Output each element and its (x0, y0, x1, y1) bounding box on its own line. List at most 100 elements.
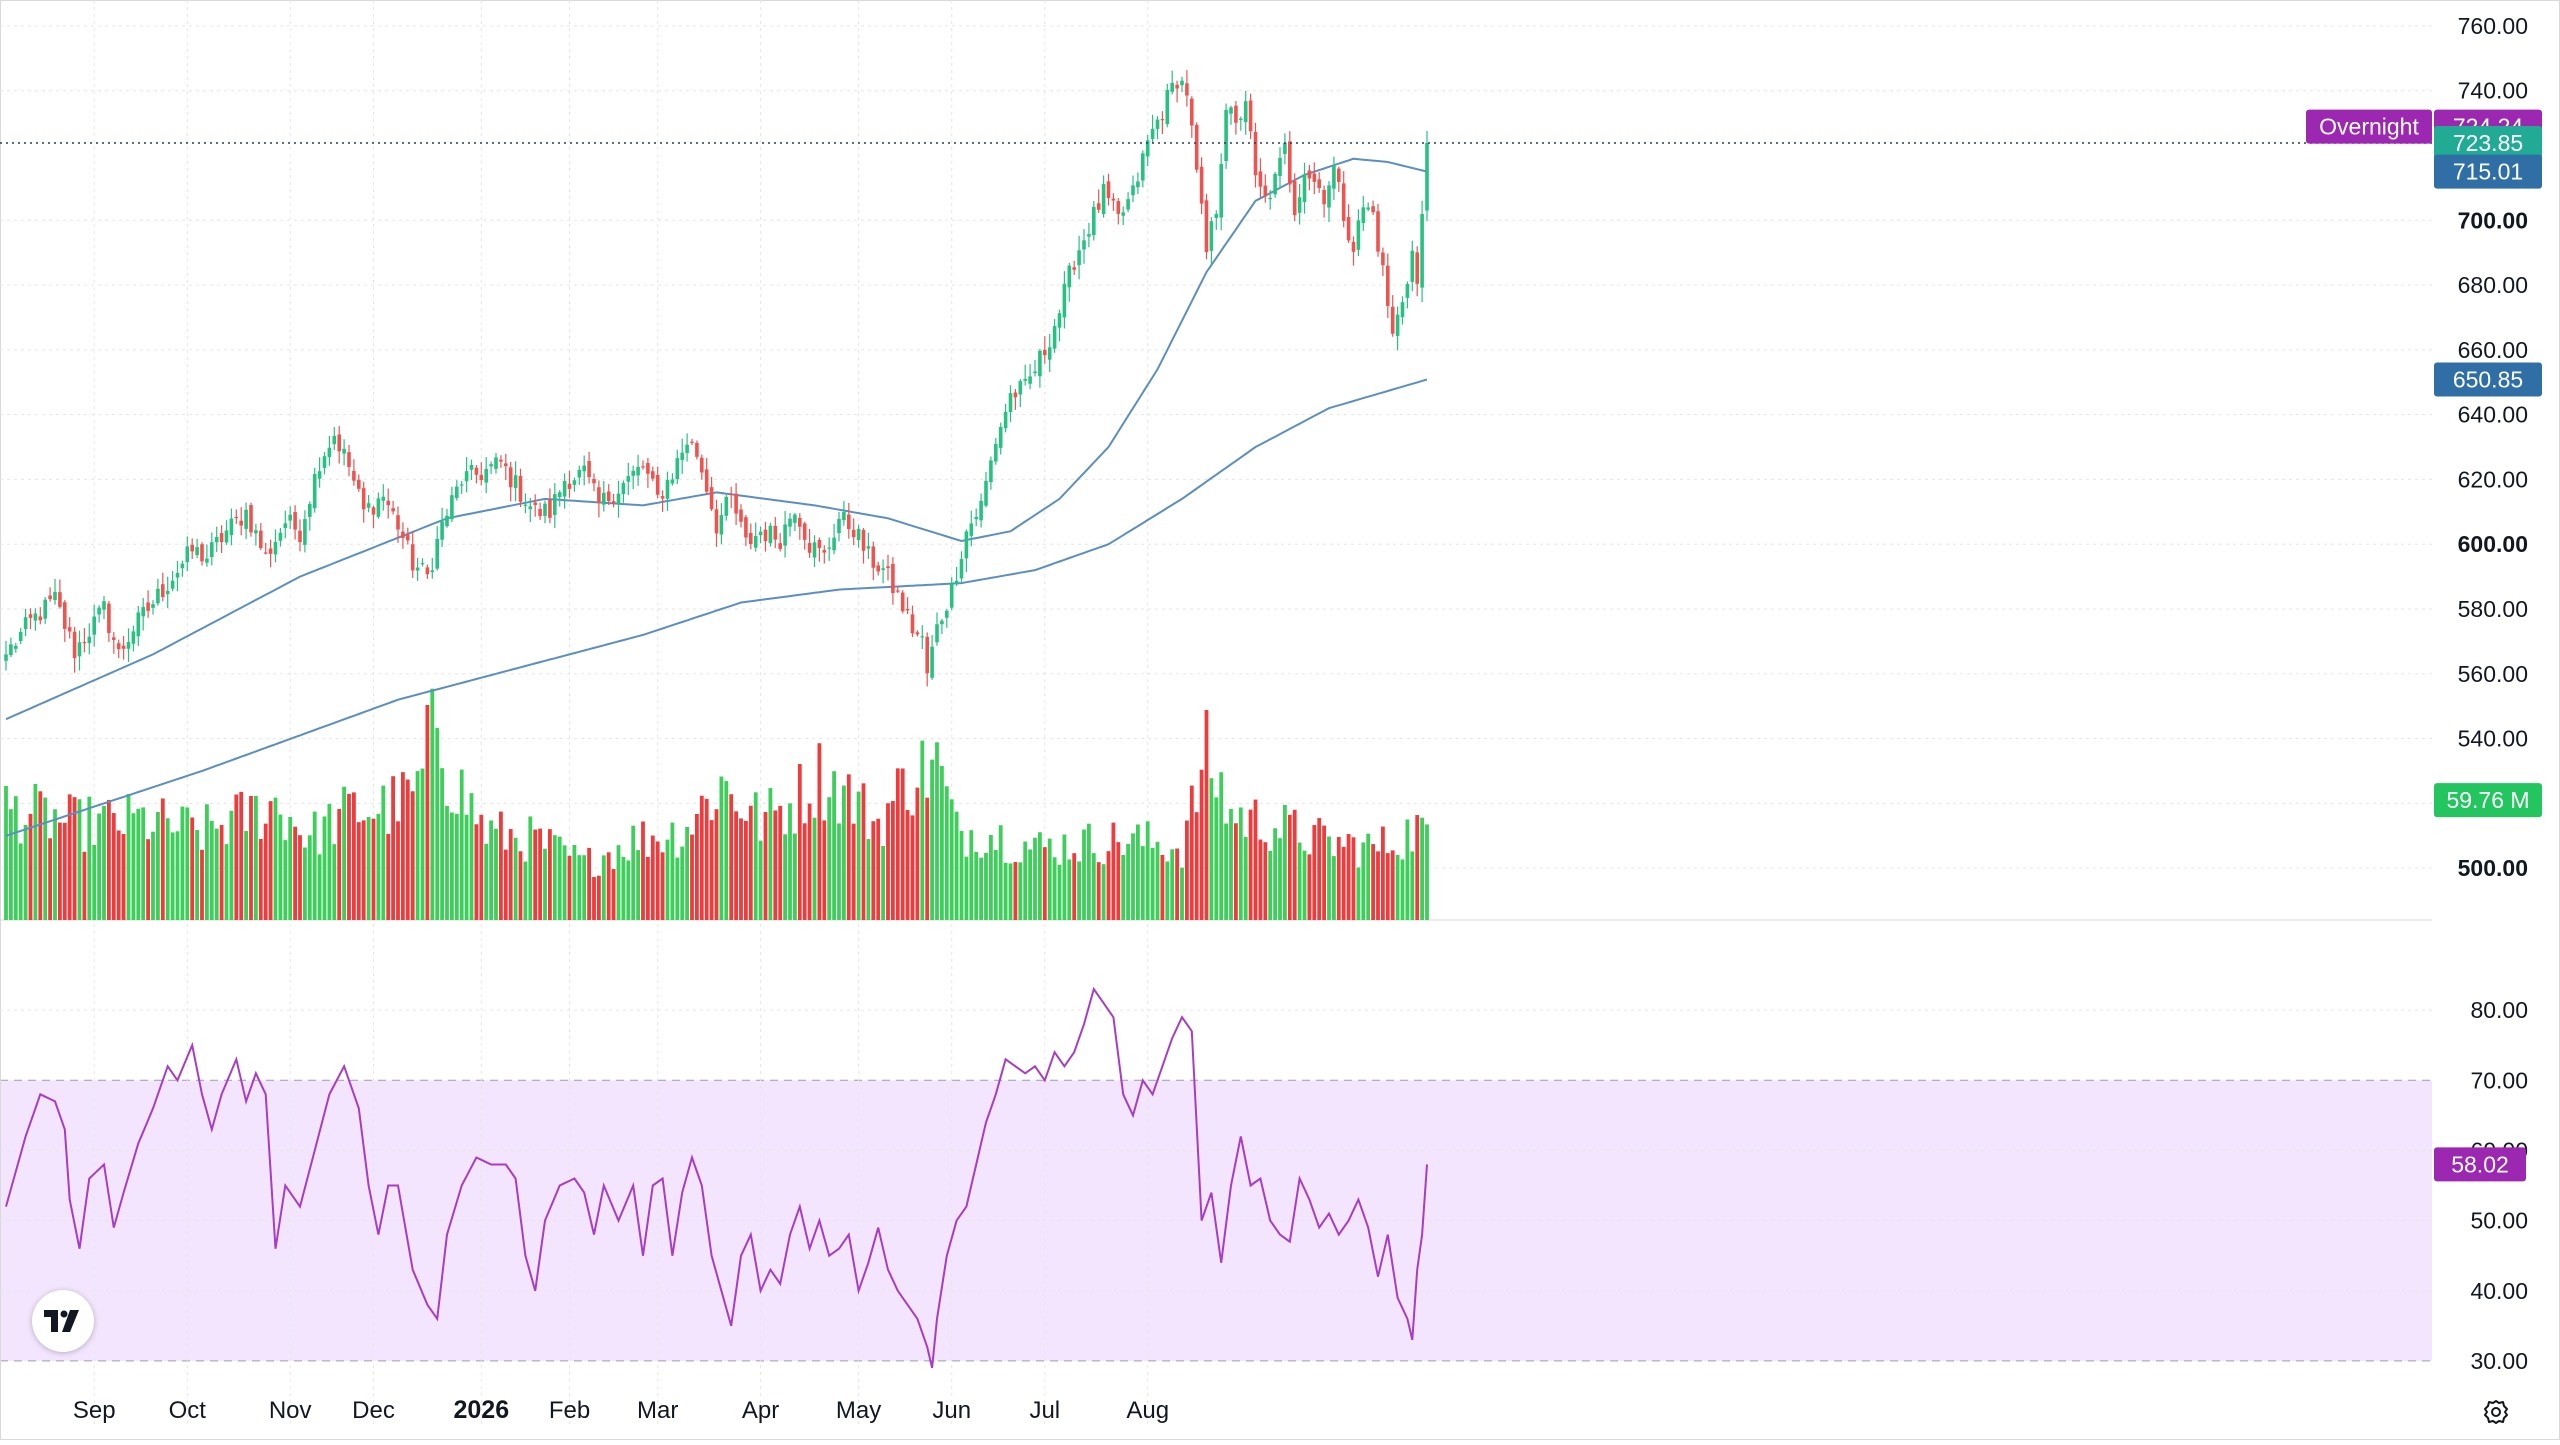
volume-bar (151, 831, 155, 920)
candle-body (577, 469, 582, 478)
volume-bar (1106, 851, 1111, 920)
volume-bar (1219, 772, 1224, 920)
volume-bar (1116, 842, 1121, 920)
volume-bar (1420, 817, 1424, 920)
volume-bar (131, 813, 136, 920)
volume-layer (4, 688, 1429, 920)
candle-body (298, 530, 302, 543)
volume-bar (846, 774, 851, 920)
volume-bar (1390, 850, 1395, 920)
volume-bar (905, 810, 910, 920)
candle-body (910, 614, 915, 634)
candle-body (700, 457, 704, 473)
time-axis-label: May (836, 1397, 881, 1424)
price-axis-tick-label: 700.00 (2458, 207, 2528, 233)
volume-bar (704, 798, 709, 920)
volume-bar (851, 823, 856, 920)
candle-body (597, 487, 601, 504)
candle-body (1234, 105, 1238, 123)
time-axis-label: Dec (352, 1397, 395, 1424)
candle-body (954, 580, 959, 584)
candle-body (1278, 157, 1282, 177)
volume-bar (1415, 815, 1420, 920)
volume-bar (381, 785, 386, 920)
candle-body (14, 645, 18, 649)
candle-body (131, 631, 136, 644)
candle-body (886, 566, 890, 569)
candle-body (1008, 393, 1013, 413)
time-axis-label: Jul (1029, 1397, 1060, 1424)
volume-bar (699, 795, 704, 920)
volume-bar (1297, 842, 1302, 920)
candle-body (749, 532, 753, 544)
volume-bar (690, 834, 694, 920)
volume-bar (797, 764, 802, 920)
candle-body (249, 505, 253, 533)
candle-body (969, 523, 974, 536)
volume-bar (474, 824, 479, 920)
candle-body (366, 503, 371, 508)
volume-bar (538, 828, 542, 920)
candle-body (1268, 197, 1272, 200)
volume-bar (577, 855, 582, 920)
candle-body (58, 592, 62, 607)
gear-icon[interactable] (2476, 1392, 2516, 1432)
volume-bar (1302, 850, 1307, 920)
volume-bar (837, 823, 841, 920)
candle-body (538, 508, 542, 517)
candle-body (112, 637, 116, 640)
volume-bar (224, 844, 229, 920)
volume-bar (528, 816, 533, 920)
candle-body (719, 515, 724, 535)
candle-body (1400, 302, 1405, 318)
volume-bar (993, 849, 998, 920)
candle-body (1190, 98, 1194, 126)
candle-body (445, 515, 449, 527)
candle-body (455, 486, 459, 499)
candle-body (102, 601, 106, 610)
volume-bar (523, 861, 528, 920)
volume-bar (626, 860, 631, 920)
candle-body (1141, 153, 1145, 181)
moving-average-line-2 (5, 378, 1428, 837)
volume-bar (660, 852, 665, 920)
volume-bar (592, 877, 596, 920)
candle-body (1082, 240, 1086, 250)
volume-bar (616, 845, 621, 920)
volume-bar (979, 857, 983, 920)
volume-bar (454, 813, 459, 920)
candle-body (92, 616, 96, 635)
candle-body (1405, 284, 1410, 298)
candle-body (116, 643, 121, 650)
tradingview-logo-icon[interactable] (32, 1290, 94, 1352)
candle-body (773, 526, 778, 540)
volume-bar (1395, 854, 1400, 920)
price-tag-box (2434, 126, 2542, 161)
volume-bar (552, 835, 557, 920)
volume-bar (62, 822, 67, 920)
candle-body (401, 531, 405, 539)
volume-bar (866, 839, 871, 920)
candle-body (1322, 189, 1326, 205)
candle-body (136, 612, 141, 637)
candle-body (851, 529, 856, 538)
volume-bar (18, 843, 23, 920)
candle-body (616, 493, 621, 505)
volume-bar (861, 783, 866, 920)
candle-body (827, 547, 831, 549)
candle-body (170, 580, 175, 589)
time-axis-label: Feb (549, 1397, 590, 1424)
volume-bar (650, 835, 655, 920)
candle-body (1023, 378, 1027, 381)
candle-body (1131, 185, 1135, 196)
candle-body (459, 484, 464, 486)
candle-body (415, 567, 420, 571)
volume-bar (1336, 836, 1341, 920)
candle-body (1155, 119, 1160, 129)
candle-body (1150, 128, 1155, 140)
volume-bar (489, 820, 493, 920)
candle-body (312, 474, 317, 509)
volume-bar (548, 829, 552, 920)
